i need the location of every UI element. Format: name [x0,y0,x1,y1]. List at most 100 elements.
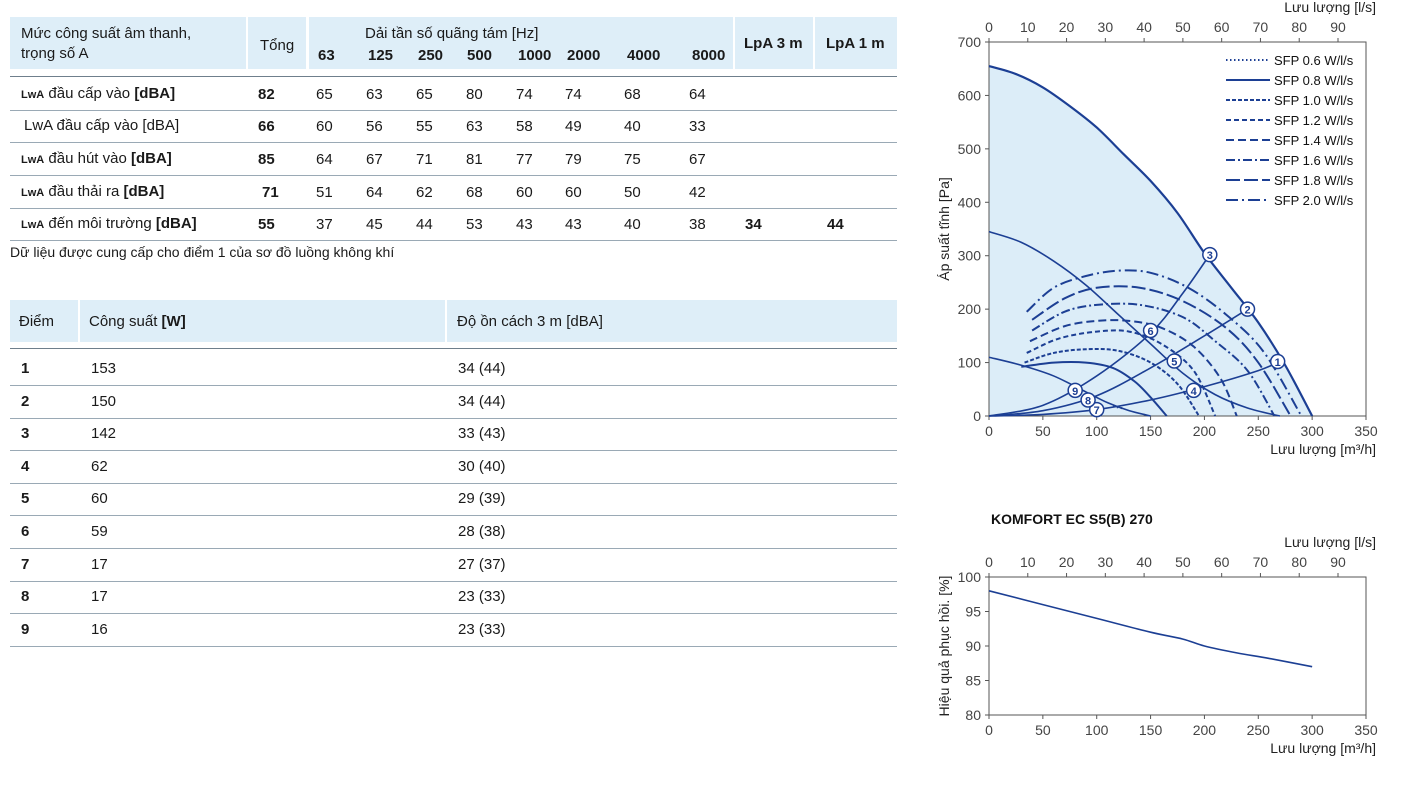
sound-row-label: LwA đến môi trường [dBA] [21,215,197,234]
point-noise: 28 (38) [458,523,506,540]
point-row-rule [10,417,897,419]
point-noise: 29 (39) [458,490,506,508]
sound-row-value: 53 [466,216,483,233]
sound-row-value: 38 [689,216,706,233]
x2-tick-label: 10 [1020,19,1036,35]
points-header-bg-point [10,300,78,342]
y-tick-label: 600 [958,87,982,103]
y-tick-label: 100 [958,355,982,371]
sound-row-value: 80 [466,86,483,103]
sound-row-label: LwA đầu cấp vào [dBA] [24,117,179,135]
operating-area-fill [989,66,1313,417]
operating-point-marker [1239,301,1256,317]
point-power: 17 [91,555,108,573]
point-number: 6 [21,523,30,540]
operating-point-label: 8 [1085,395,1091,407]
point-power: 142 [91,425,117,443]
sound-row-value: 43 [516,216,533,233]
x2-tick-label: 40 [1136,554,1152,570]
point-row-rule [10,613,897,615]
x-tick-label: 200 [1193,722,1217,738]
sound-row-label-text: đến môi trường [44,215,156,232]
point-noise: 27 (37) [458,555,506,573]
band-title-header: Dải tần số quãng tám [Hz] [365,25,539,42]
noise-header: Độ ồn cách 3 m [dBA] [457,313,603,330]
x-tick-label: 50 [1035,722,1051,738]
sound-row-label-unit: [dBA] [155,215,197,232]
lwa-symbol: LwA [21,89,45,101]
operating-point-marker [1142,322,1159,339]
sound-row-value: 56 [366,118,383,135]
sound-table-header-bg-label [10,17,246,69]
sound-row-value: 58 [516,118,533,135]
series-line-fan-max [988,64,1314,417]
sound-row-value: 51 [316,184,333,201]
sound-row-value: 50 [624,184,641,201]
legend-entry: SFP 1.6 W/l/s [1274,153,1354,168]
x2-tick-label: 60 [1214,19,1230,35]
sound-row-value: 43 [565,216,582,233]
sound-row-rule [10,110,897,111]
sound-row-rule [10,208,897,209]
sound-row-value: 62 [416,184,433,201]
power-header: Công suất [W] [89,313,186,331]
legend-entry: SFP 1.0 W/l/s [1274,93,1354,108]
y-tick-label: 95 [965,604,981,620]
point-number: 9 [21,620,30,638]
point-row-rule [10,548,897,549]
series-line-network-1 [988,360,1281,417]
point-power: 62 [91,457,108,475]
band-header-63: 63 [318,47,335,64]
operating-point-marker [1080,392,1096,408]
band-header-1000: 1000 [518,47,552,64]
sound-row-label-unit: [dBA] [130,150,172,167]
sound-row-value: 79 [565,151,582,168]
legend-entry: SFP 1.4 W/l/s [1274,133,1354,148]
point-header: Điểm [19,313,55,330]
sound-row-label: LwA đầu hút vào [dBA] [21,150,172,169]
x-tick-label: 150 [1139,423,1163,439]
lwa-symbol: LwA [21,187,45,199]
sound-row-value: 77 [516,151,533,168]
x2-axis-label: Lưu lượng [l/s] [1284,534,1376,550]
sound-row-value: 60 [316,118,333,135]
y-tick-label: 100 [958,569,982,585]
power-header-text: Công suất [89,313,162,330]
x2-tick-label: 50 [1175,554,1191,570]
plot-frame [988,576,1367,716]
sound-row-value: 37 [316,216,333,233]
sound-row-value: 42 [689,184,706,201]
x-tick-label: 100 [1085,722,1109,738]
x-tick-label: 300 [1300,423,1324,439]
x2-tick-label: 60 [1214,554,1230,570]
sound-table-note: Dữ liệu được cung cấp cho điểm 1 của sơ … [10,244,395,260]
operating-point-marker [1185,382,1202,399]
sound-row-value: 75 [624,151,641,168]
sound-table-header-rule [10,76,897,77]
sound-row-lpa1: 44 [827,216,844,233]
sound-row-value: 68 [624,86,641,103]
lwa-symbol: LwA [21,154,45,166]
sound-row-label-unit: [dBA] [134,85,176,102]
sound-row-label: LwA đầu cấp vào [dBA] [21,85,175,104]
operating-point-marker [1269,353,1286,370]
point-number: 5 [21,490,30,508]
sound-row-value: 64 [366,184,383,201]
sound-row-label-text: đầu cấp vào [44,85,135,102]
lpa3-header: LpA 3 m [744,35,803,52]
point-number: 7 [21,555,30,573]
sfp-curve [1024,347,1200,417]
series-line-network-3 [988,254,1211,417]
point-power: 153 [91,360,117,377]
operating-point-label: 1 [1275,357,1281,369]
x2-axis-label: Lưu lượng [l/s] [1284,0,1376,15]
x2-tick-label: 0 [985,554,993,570]
sound-row-value: 55 [416,118,433,135]
legend-entry: SFP 1.8 W/l/s [1274,173,1354,188]
sound-row-rule [10,240,897,241]
x-tick-label: 250 [1247,722,1271,738]
operating-point-label: 3 [1207,250,1213,262]
operating-point-label: 7 [1094,405,1100,417]
